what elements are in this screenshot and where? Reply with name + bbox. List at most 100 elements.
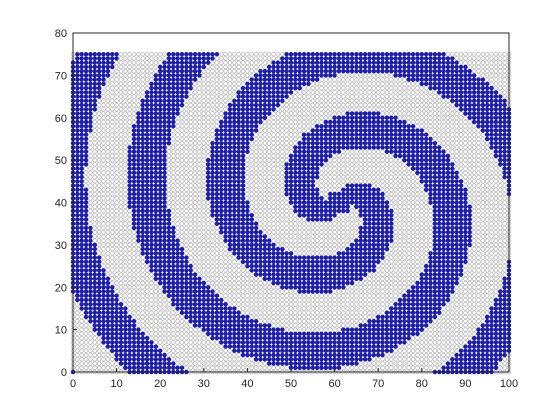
data-point-gray [314,246,320,252]
data-point-gray [410,191,416,197]
data-point-gray [275,174,281,180]
data-point-blue [310,276,316,282]
data-point-gray [205,365,211,370]
data-point-blue [423,268,429,273]
data-point-blue [375,242,381,248]
data-point-gray [223,255,228,260]
data-point-gray [384,289,390,294]
data-point-gray [332,187,337,193]
data-point-blue [419,276,425,282]
data-point-gray [258,365,263,370]
data-point-gray [458,327,464,332]
data-point-blue [245,212,250,218]
data-point-gray [153,314,159,320]
data-point-blue [341,335,346,341]
data-point-gray [127,297,132,303]
data-point-gray [258,204,263,209]
data-point-gray [92,331,98,337]
data-point-blue [166,272,172,277]
data-point-blue [349,242,355,248]
data-point-gray [393,200,398,205]
data-point-gray [367,301,372,307]
data-point-blue [297,263,302,269]
data-point-blue [445,166,451,171]
data-point-blue [162,251,167,256]
data-point-blue [123,323,128,328]
data-point-gray [332,238,337,243]
data-point-gray [284,293,289,298]
data-point-blue [306,204,311,209]
data-point-blue [336,251,342,256]
data-point-blue [293,352,298,358]
data-point-gray [284,242,289,248]
data-point-gray [197,348,202,354]
data-point-gray [293,306,298,311]
data-point-blue [301,208,307,214]
data-point-blue [410,166,416,171]
data-point-blue [262,357,268,362]
data-point-gray [110,179,115,184]
data-point-gray [397,183,403,188]
data-point-blue [314,191,320,197]
data-point-gray [415,234,420,239]
data-point-gray [476,276,481,282]
data-point-gray [297,323,302,328]
data-point-blue [284,361,289,366]
data-point-blue [214,306,220,311]
data-point-blue [92,285,98,290]
data-point-gray [458,306,464,311]
data-point-blue [301,183,307,188]
data-point-gray [284,314,289,320]
data-point-blue [319,280,324,286]
data-point-gray [410,280,416,286]
data-point-blue [114,331,119,337]
data-point-blue [110,310,115,315]
data-point-gray [419,246,425,252]
data-point-blue [249,344,254,349]
data-point-blue [375,255,381,260]
data-point-blue [92,310,98,315]
data-point-gray [489,268,494,273]
data-point-blue [219,297,224,303]
data-point-blue [450,234,455,239]
data-point-gray [323,221,329,226]
data-point-blue [441,285,446,290]
data-point-blue [437,238,442,243]
data-point-gray [336,234,342,239]
data-point-gray [358,217,363,222]
data-point-gray [144,280,150,286]
data-point-blue [441,179,446,184]
data-point-gray [314,314,320,320]
data-point-gray [157,318,163,324]
data-point-gray [184,331,189,337]
data-point-gray [384,301,390,307]
data-point-blue [223,191,228,197]
data-point-gray [245,301,250,307]
data-point-gray [419,238,425,243]
data-point-blue [371,335,377,341]
data-point-blue [101,306,106,311]
data-point-gray [171,212,176,218]
data-point-gray [110,242,115,248]
data-point-gray [288,208,294,214]
data-point-gray [384,179,390,184]
data-point-gray [188,166,193,171]
data-point-blue [293,335,298,341]
data-point-gray [480,212,486,218]
data-point-gray [293,310,298,315]
data-point-gray [280,174,285,180]
data-point-gray [271,208,276,214]
data-point-blue [336,357,342,362]
data-point-gray [219,357,224,362]
data-point-blue [149,234,154,239]
data-point-gray [332,314,337,320]
data-point-blue [458,348,464,354]
data-point-gray [227,259,233,265]
data-point-gray [358,301,363,307]
data-point-blue [144,335,150,341]
data-point-blue [349,263,355,269]
data-point-gray [484,212,490,218]
data-point-blue [284,174,289,180]
data-point-gray [197,242,202,248]
data-point-blue [83,297,89,303]
